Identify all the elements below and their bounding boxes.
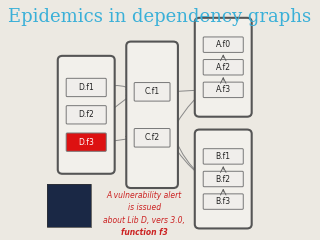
Text: C.f1: C.f1 [145,87,160,96]
FancyBboxPatch shape [203,82,243,98]
Text: D.f1: D.f1 [78,83,94,92]
FancyBboxPatch shape [47,184,92,227]
FancyBboxPatch shape [66,133,106,151]
Text: D.f3: D.f3 [78,138,94,147]
FancyBboxPatch shape [203,194,243,209]
FancyBboxPatch shape [66,106,106,124]
FancyBboxPatch shape [134,83,170,101]
Text: A.f0: A.f0 [216,40,231,49]
Text: B.f3: B.f3 [216,197,231,206]
Text: D.f2: D.f2 [78,110,94,119]
Text: A.f3: A.f3 [216,85,231,94]
Text: Epidemics in dependency graphs: Epidemics in dependency graphs [8,8,312,26]
FancyBboxPatch shape [195,130,252,228]
FancyBboxPatch shape [203,171,243,187]
FancyBboxPatch shape [195,18,252,117]
FancyBboxPatch shape [203,60,243,75]
Text: B.f2: B.f2 [216,174,231,184]
FancyBboxPatch shape [203,37,243,52]
Text: function f3: function f3 [121,228,168,237]
FancyBboxPatch shape [126,42,178,188]
FancyBboxPatch shape [134,129,170,147]
Text: about Lib D, vers 3.0,: about Lib D, vers 3.0, [103,216,185,225]
Text: B.f1: B.f1 [216,152,231,161]
Text: A.f2: A.f2 [216,63,231,72]
FancyBboxPatch shape [203,149,243,164]
Text: A vulnerability alert: A vulnerability alert [107,191,182,200]
Text: C.f2: C.f2 [145,133,160,142]
FancyBboxPatch shape [58,56,115,174]
FancyBboxPatch shape [66,78,106,97]
Text: is issued: is issued [128,203,161,212]
